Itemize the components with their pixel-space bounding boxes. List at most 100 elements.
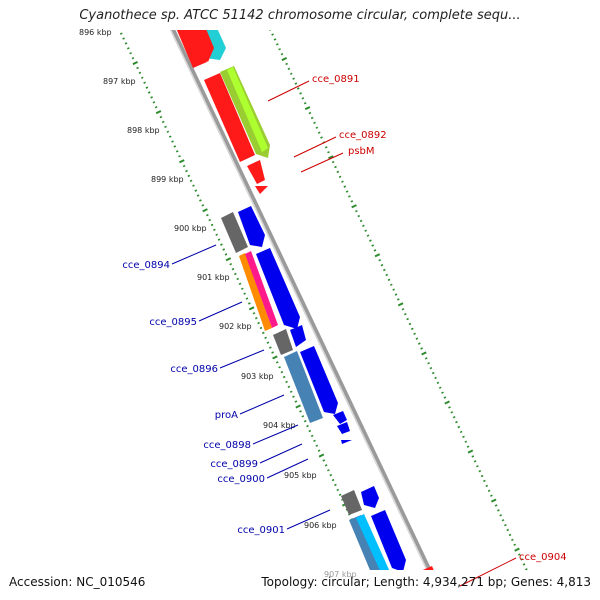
kbp-tick	[427, 362, 430, 365]
gene-feature[interactable]	[221, 212, 248, 253]
gene-feature[interactable]	[341, 440, 352, 444]
gene-feature[interactable]	[371, 510, 406, 572]
kbp-tick	[462, 435, 465, 439]
gene-feature[interactable]	[247, 160, 265, 184]
gene-feature[interactable]	[333, 411, 347, 424]
kbp-tick	[122, 37, 125, 40]
gene-label-cce-0895[interactable]: cce_0895	[149, 317, 197, 328]
kbp-tick	[201, 204, 205, 207]
kbp-tick	[448, 406, 451, 409]
kbp-tick	[348, 195, 351, 198]
kbp-tick	[403, 312, 407, 316]
kbp-tick	[517, 553, 521, 556]
gene-feature[interactable]	[337, 422, 350, 434]
gene-feature[interactable]	[255, 186, 268, 194]
gene-feature[interactable]	[256, 248, 300, 329]
kbp-tick	[452, 415, 456, 419]
kbp-tick	[369, 239, 372, 242]
gene-feature[interactable]	[190, 24, 214, 62]
kbp-tick	[420, 347, 423, 350]
gene-feature[interactable]	[341, 490, 362, 515]
kbp-tick	[257, 321, 260, 325]
gene-label-cce-0900[interactable]: cce_0900	[217, 474, 265, 485]
kbp-tick	[429, 366, 433, 370]
kbp-tick	[278, 48, 281, 51]
kbp-tick	[236, 277, 240, 281]
gene-label-proa[interactable]: proA	[215, 410, 238, 421]
gene-label-cce-0901[interactable]: cce_0901	[237, 525, 285, 536]
gene-feature[interactable]	[284, 351, 323, 423]
kbp-tick	[224, 253, 228, 256]
kbp-tick	[179, 159, 185, 164]
kbp-tick	[238, 282, 242, 286]
kbp-label: 900 kbp	[174, 224, 207, 233]
kbp-tick	[261, 331, 265, 335]
gene-label-psbm[interactable]: psbM	[348, 146, 375, 157]
kbp-tick	[310, 434, 314, 438]
kbp-tick	[317, 449, 321, 452]
kbp-tick	[269, 30, 272, 31]
kbp-tick	[266, 341, 270, 344]
kbp-tick	[327, 151, 330, 154]
kbp-tick	[145, 86, 149, 89]
kbp-label: 897 kbp	[103, 77, 136, 86]
kbp-tick	[424, 357, 428, 360]
gene-label-cce-0898[interactable]: cce_0898	[203, 440, 251, 451]
gene-label-cce-0904[interactable]: cce_0904	[519, 552, 567, 563]
gene-features	[176, 22, 446, 600]
kbp-tick	[292, 395, 295, 398]
kbp-tick	[524, 568, 528, 570]
kbp-tick	[520, 558, 524, 561]
gene-label-cce-0896[interactable]: cce_0896	[170, 364, 218, 375]
kbp-tick	[466, 445, 470, 448]
kbp-tick	[240, 287, 244, 290]
kbp-tick	[150, 96, 153, 99]
gene-feature[interactable]	[176, 22, 207, 68]
kbp-tick	[280, 52, 284, 56]
gene-feature[interactable]	[227, 67, 268, 152]
gene-feature[interactable]	[239, 253, 272, 331]
kbp-tick	[229, 262, 233, 266]
kbp-tick	[366, 234, 370, 237]
gene-label-cce-0892[interactable]: cce_0892	[339, 130, 387, 141]
kbp-tick	[175, 150, 179, 153]
kbp-tick	[182, 164, 186, 168]
kbp-tick	[308, 111, 312, 115]
kbp-tick	[336, 488, 340, 492]
gene-feature[interactable]	[273, 329, 293, 355]
kbp-tick	[459, 430, 463, 434]
gene-label-cce-0899[interactable]: cce_0899	[210, 459, 258, 470]
gene-feature[interactable]	[245, 251, 278, 328]
kbp-tick	[199, 199, 202, 202]
kbp-tick	[455, 420, 458, 424]
gene-feature[interactable]	[361, 486, 379, 508]
kbp-tick	[315, 444, 319, 447]
gene-feature[interactable]	[238, 206, 265, 247]
kbp-tick	[313, 439, 316, 443]
kbp-tick	[324, 146, 328, 149]
kbp-tick	[310, 116, 314, 120]
gene-label-cce-0891[interactable]: cce_0891	[312, 74, 360, 85]
kbp-tick	[217, 238, 221, 241]
gene-feature[interactable]	[356, 514, 390, 575]
kbp-tick	[490, 494, 493, 497]
kbp-tick	[206, 213, 209, 217]
kbp-tick	[396, 298, 400, 301]
kbp-tick	[304, 106, 311, 111]
gene-feature[interactable]	[418, 566, 446, 600]
kbp-tick	[487, 489, 491, 493]
kbp-tick	[406, 317, 409, 321]
kbp-tick	[243, 292, 246, 295]
kbp-tick	[378, 258, 382, 262]
kbp-tick	[252, 312, 256, 315]
kbp-tick	[401, 308, 405, 311]
gene-feature[interactable]	[300, 346, 338, 414]
gene-feature[interactable]	[204, 73, 255, 162]
gene-label-cce-0894[interactable]: cce_0894	[122, 260, 170, 271]
kbp-tick	[185, 169, 188, 173]
kbp-tick	[371, 244, 375, 247]
kbp-tick	[222, 248, 226, 251]
gene-feature[interactable]	[290, 325, 306, 347]
kbp-tick	[118, 28, 120, 29]
kbp-tick	[317, 131, 321, 134]
